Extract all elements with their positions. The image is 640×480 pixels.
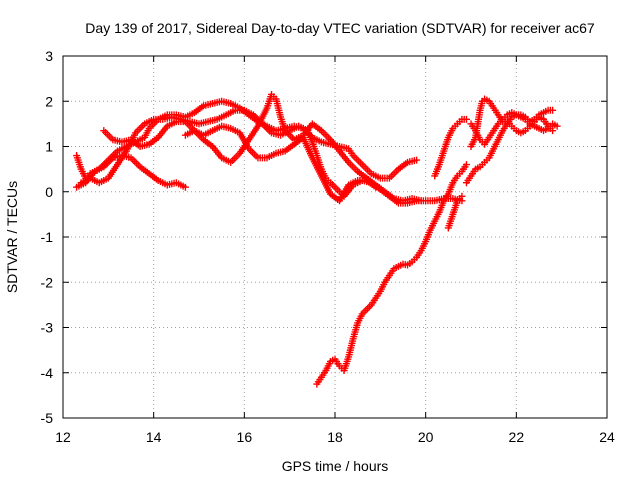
data-point-marker: [462, 115, 470, 123]
y-tick-label: -1: [41, 229, 54, 245]
data-point-marker: [549, 106, 557, 114]
y-tick-label: 0: [45, 184, 53, 200]
x-axis-label: GPS time / hours: [282, 458, 389, 474]
series-track-8: [444, 192, 466, 232]
x-tick-label: 22: [509, 429, 525, 445]
series-track-3: [73, 152, 189, 191]
y-tick-label: -2: [41, 274, 54, 290]
y-tick-label: -3: [41, 320, 54, 336]
series-track-11: [467, 109, 561, 148]
data-point-marker: [553, 122, 561, 130]
data-point-marker: [181, 183, 189, 191]
y-tick-label: -5: [41, 410, 54, 426]
y-tick-label: 3: [45, 48, 53, 64]
data-point-marker: [372, 183, 380, 191]
data-points: [73, 90, 561, 388]
x-tick-label: 20: [418, 429, 434, 445]
series-track-6: [313, 161, 470, 388]
y-axis-label: SDTVAR / TECUs: [4, 181, 20, 293]
y-tick-label: 2: [45, 93, 53, 109]
data-point-marker: [413, 156, 421, 164]
chart-title: Day 139 of 2017, Sidereal Day-to-day VTE…: [85, 20, 595, 36]
series-track-7: [431, 115, 470, 180]
x-tick-label: 14: [146, 429, 162, 445]
series-track-5: [181, 122, 380, 205]
y-tick-label: 1: [45, 139, 53, 155]
data-point-marker: [417, 197, 425, 205]
data-point-marker: [458, 192, 466, 200]
x-tick-label: 12: [55, 429, 71, 445]
data-point-marker: [462, 161, 470, 169]
y-tick-label: -4: [41, 365, 54, 381]
data-point-marker: [549, 127, 557, 135]
x-tick-label: 18: [327, 429, 343, 445]
x-tick-label: 16: [237, 429, 253, 445]
x-tick-label: 24: [599, 429, 615, 445]
